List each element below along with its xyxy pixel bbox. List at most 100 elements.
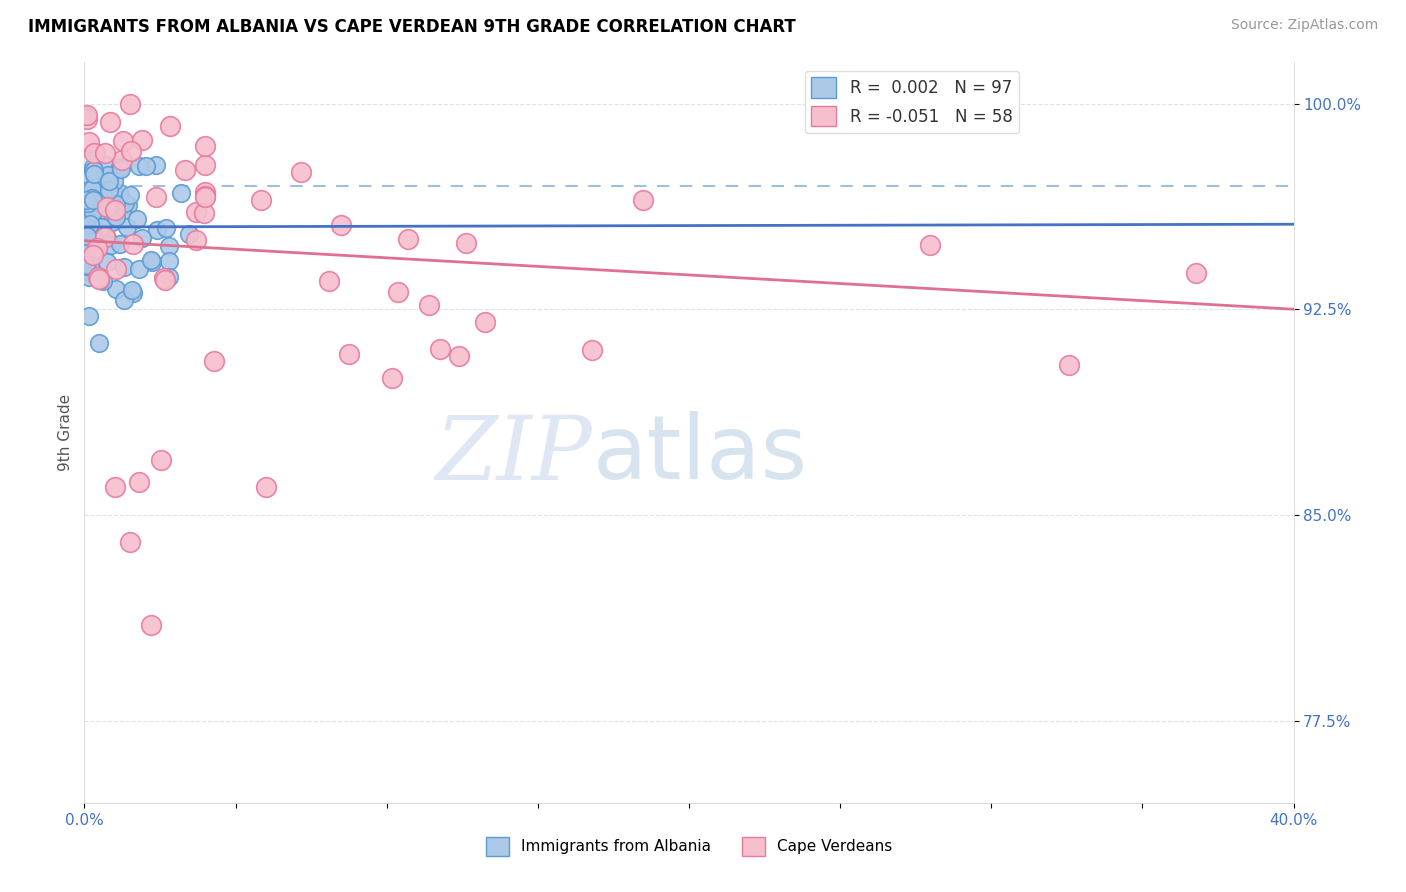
- Point: [75, 109, 97, 123]
- Point: [121, 283, 143, 297]
- Point: [193, 206, 215, 220]
- Point: [83, 179, 105, 194]
- Point: [84, 235, 107, 250]
- Point: [90, 233, 112, 247]
- Point: [202, 353, 225, 368]
- Point: [82, 190, 104, 204]
- Point: [115, 219, 138, 234]
- Point: [97, 174, 120, 188]
- Point: [94, 200, 117, 214]
- Point: [101, 215, 124, 229]
- Point: [581, 343, 603, 357]
- Point: [157, 269, 180, 284]
- Point: [93, 186, 115, 201]
- Point: [194, 158, 217, 172]
- Point: [79, 270, 101, 285]
- Point: [117, 198, 139, 212]
- Point: [76, 263, 98, 277]
- Point: [76, 249, 98, 263]
- Point: [79, 237, 101, 252]
- Point: [75, 258, 97, 272]
- Point: [128, 261, 150, 276]
- Point: [104, 210, 127, 224]
- Point: [89, 273, 111, 287]
- Point: [91, 274, 114, 288]
- Text: IMMIGRANTS FROM ALBANIA VS CAPE VERDEAN 9TH GRADE CORRELATION CHART: IMMIGRANTS FROM ALBANIA VS CAPE VERDEAN …: [28, 18, 796, 36]
- Point: [83, 146, 105, 161]
- Point: [87, 336, 110, 351]
- Point: [103, 187, 125, 202]
- Point: [77, 135, 100, 149]
- Point: [108, 237, 131, 252]
- Point: [396, 232, 419, 246]
- Point: [82, 205, 104, 219]
- Point: [290, 165, 312, 179]
- Point: [82, 160, 104, 174]
- Point: [82, 193, 104, 207]
- Point: [122, 285, 145, 300]
- Point: [329, 219, 352, 233]
- Point: [157, 238, 180, 252]
- Point: [159, 120, 181, 134]
- Point: [89, 272, 111, 286]
- Point: [83, 163, 105, 178]
- Point: [84, 233, 107, 247]
- Point: [90, 219, 112, 234]
- Point: [96, 174, 118, 188]
- Point: [184, 233, 207, 247]
- Point: [157, 254, 180, 268]
- Point: [75, 229, 97, 244]
- Text: Source: ZipAtlas.com: Source: ZipAtlas.com: [1230, 18, 1378, 32]
- Point: [84, 234, 107, 248]
- Point: [96, 231, 118, 245]
- Point: [387, 285, 409, 299]
- Point: [82, 164, 104, 178]
- Point: [122, 237, 145, 252]
- Point: [127, 212, 149, 227]
- Point: [145, 190, 167, 204]
- Text: ZIP: ZIP: [436, 411, 592, 499]
- Point: [194, 186, 217, 200]
- Point: [87, 234, 110, 248]
- Point: [96, 254, 118, 268]
- Point: [104, 202, 127, 217]
- Point: [79, 217, 101, 231]
- Point: [75, 193, 97, 207]
- Point: [103, 174, 125, 188]
- Point: [105, 282, 128, 296]
- Point: [84, 145, 107, 160]
- Point: [318, 274, 340, 288]
- Point: [112, 293, 135, 308]
- Point: [77, 219, 100, 234]
- Point: [77, 206, 100, 220]
- Point: [456, 236, 478, 251]
- Point: [194, 188, 217, 202]
- Point: [82, 192, 104, 206]
- Point: [75, 261, 97, 276]
- Point: [75, 235, 97, 250]
- Point: [108, 160, 131, 174]
- Point: [75, 199, 97, 213]
- Point: [77, 209, 100, 223]
- Point: [380, 371, 402, 385]
- Point: [429, 342, 451, 356]
- Point: [128, 159, 150, 173]
- Point: [112, 134, 135, 148]
- Point: [100, 238, 122, 252]
- Point: [76, 259, 98, 273]
- Point: [76, 229, 98, 244]
- Y-axis label: 9th Grade: 9th Grade: [58, 394, 73, 471]
- Point: [86, 241, 108, 255]
- Point: [131, 231, 153, 245]
- Legend: Immigrants from Albania, Cape Verdeans: Immigrants from Albania, Cape Verdeans: [479, 831, 898, 862]
- Point: [155, 220, 177, 235]
- Point: [111, 153, 134, 167]
- Point: [150, 453, 173, 467]
- Point: [97, 168, 120, 182]
- Point: [77, 180, 100, 194]
- Point: [170, 186, 193, 201]
- Point: [84, 237, 107, 252]
- Point: [75, 242, 97, 256]
- Point: [76, 108, 98, 122]
- Point: [153, 273, 176, 287]
